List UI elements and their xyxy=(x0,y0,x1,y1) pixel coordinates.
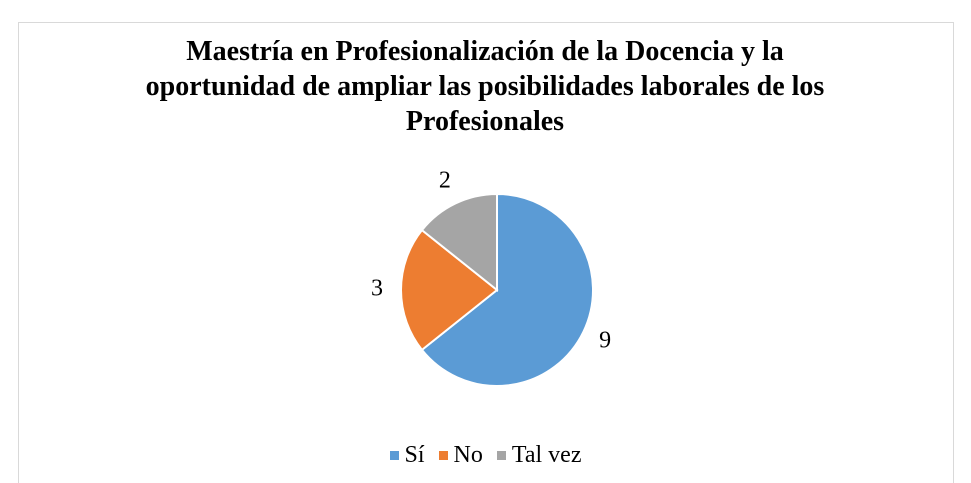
legend-label: Sí xyxy=(404,442,425,468)
pie-slice xyxy=(400,228,499,352)
legend-swatch xyxy=(496,451,506,460)
legend-item: No xyxy=(438,442,483,469)
chart-title: Maestría en Profesionalización de la Doc… xyxy=(145,36,825,137)
data-label: 9 xyxy=(599,328,611,354)
pie-slice xyxy=(420,192,498,293)
data-label: 3 xyxy=(371,276,383,302)
legend-item: Tal vez xyxy=(496,442,582,469)
legend-label: Tal vez xyxy=(511,442,582,468)
data-label: 2 xyxy=(439,167,451,193)
chart-border xyxy=(18,22,954,483)
legend-label: No xyxy=(453,442,483,468)
legend-item: Sí xyxy=(389,442,425,469)
legend-swatch xyxy=(438,451,448,460)
legend: Sí No Tal vez xyxy=(18,442,953,469)
pie-slice xyxy=(420,192,594,387)
legend-swatch xyxy=(389,451,399,460)
